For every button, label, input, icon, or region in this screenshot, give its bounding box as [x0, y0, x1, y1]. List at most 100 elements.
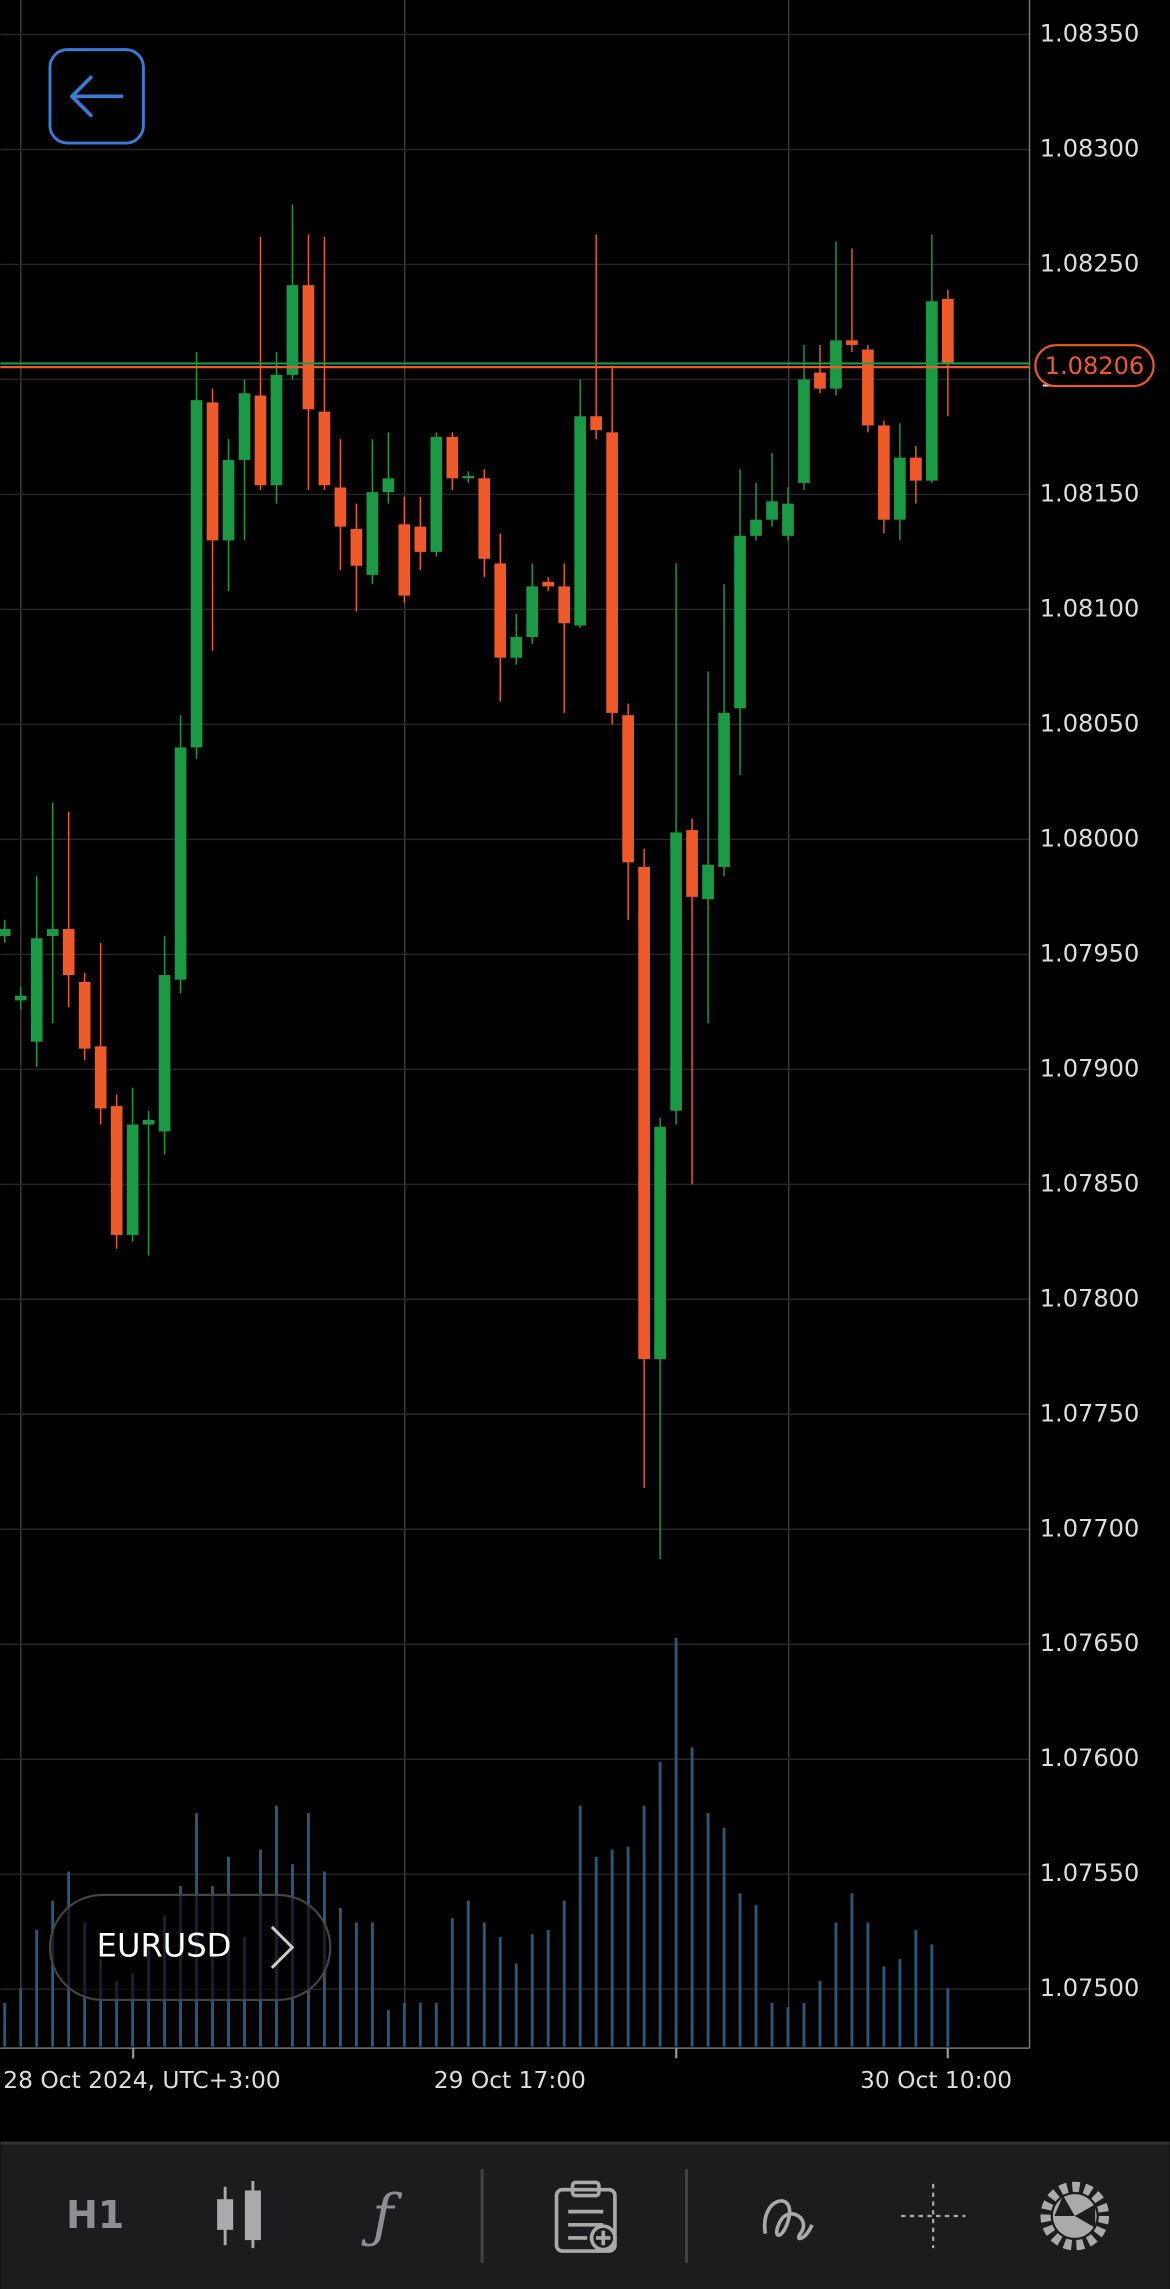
candle-body: [126, 1124, 139, 1235]
symbol-pill[interactable]: EURUSD: [48, 1893, 332, 2002]
candle-body: [286, 285, 299, 375]
back-button[interactable]: [48, 48, 145, 145]
candle-body: [142, 1119, 155, 1125]
icon-part[interactable]: [1054, 2195, 1096, 2228]
chevron[interactable]: [270, 1925, 295, 1969]
icon-part[interactable]: [595, 2230, 611, 2246]
candle-body: [718, 712, 730, 867]
candle-body: [254, 395, 267, 486]
candle-body: [558, 586, 571, 624]
candle-body: [542, 581, 555, 587]
symbol[interactable]: EURUSD: [97, 1926, 232, 1964]
toolbar-bg: [0, 2143, 1170, 2289]
price-tick-label: 1.07950: [1040, 939, 1140, 967]
icon-part[interactable]: [1040, 2181, 1110, 2251]
candle-body: [526, 586, 539, 637]
icon-part[interactable]: [554, 2187, 617, 2253]
back-arrow[interactable]: [70, 75, 124, 118]
grid: [0, 33, 1030, 1990]
candle-body: [430, 436, 443, 552]
candle-body: [766, 501, 778, 520]
price-axis: 1.083501.083001.082501.082001.081501.081…: [1040, 19, 1140, 2002]
settings-button[interactable]: [1040, 2181, 1110, 2251]
candle-body: [158, 975, 171, 1132]
candle-body: [238, 393, 251, 460]
price-tick-label: 1.07700: [1040, 1514, 1140, 1542]
candle-body: [702, 864, 714, 900]
price-tick-label: 1.07750: [1040, 1399, 1140, 1427]
candle-body: [94, 1046, 107, 1109]
candle-body: [894, 457, 906, 520]
back-button-frame[interactable]: [48, 48, 145, 145]
price-tick-label: 1.07650: [1040, 1629, 1140, 1657]
price-tick-label: 1.08250: [1040, 249, 1140, 277]
candle-body: [270, 374, 283, 486]
candle-body: [510, 636, 523, 658]
candle-body: [638, 866, 650, 1360]
candle-body: [62, 929, 75, 976]
candle-body: [814, 372, 826, 389]
chart-type-button[interactable]: [217, 2180, 261, 2249]
candle-body: [398, 524, 411, 596]
price-tick-label: 1.08150: [1040, 479, 1140, 507]
candle-body: [686, 830, 698, 897]
candle-body: [670, 832, 682, 1111]
icon-part[interactable]: [570, 2180, 601, 2198]
candle-body: [446, 436, 459, 479]
candle-body: [926, 301, 938, 481]
price-tick-label: 1.08100: [1040, 594, 1140, 622]
time-label: 28 Oct 2024, UTC+3:00: [3, 2066, 280, 2094]
price-tick-label: 1.07850: [1040, 1169, 1140, 1197]
candle-body: [750, 519, 762, 536]
candle-body: [382, 478, 395, 493]
price-tick-label: 1.08050: [1040, 709, 1140, 737]
time-label: 30 Oct 10:00: [860, 2066, 1012, 2094]
candle-body: [190, 400, 203, 748]
candle-body: [334, 487, 347, 527]
candle-body: [782, 503, 794, 536]
price-tick-label: 1.07600: [1040, 1744, 1140, 1772]
candle-body: [110, 1106, 123, 1235]
candle-body: [734, 535, 746, 709]
current-price: 1.08206: [0, 344, 1155, 388]
price-badge: [1034, 344, 1155, 388]
candle-body: [366, 492, 379, 575]
candle-body: [206, 402, 219, 541]
candle-body: [622, 715, 634, 863]
candle-body: [941, 298, 954, 364]
candle-body: [318, 411, 331, 486]
candle-body: [590, 416, 603, 431]
time-label: 29 Oct 17:00: [434, 2066, 586, 2094]
icon-part[interactable]: [217, 2199, 234, 2230]
drawing-button[interactable]: [762, 2199, 814, 2241]
crosshair-button[interactable]: [901, 2183, 966, 2249]
candle-body: [222, 459, 235, 541]
price-tick-label: 1.08300: [1040, 134, 1140, 162]
time-ticks: [132, 2048, 949, 2059]
candles: [0, 204, 954, 1560]
price-tick-label: 1.08000: [1040, 824, 1140, 852]
candle-body: [862, 349, 874, 426]
toolbar: H1 ƒ: [0, 2141, 1170, 2289]
icon-part[interactable]: [568, 2209, 604, 2240]
candle-body: [910, 457, 922, 481]
candle-body: [414, 526, 427, 552]
symbol-pill-frame[interactable]: [48, 1893, 332, 2002]
candle-body: [174, 747, 187, 980]
candle-body: [78, 981, 91, 1049]
orders-button[interactable]: [554, 2180, 617, 2253]
candle-body: [606, 432, 618, 713]
candle-body: [462, 476, 475, 479]
candle-body: [846, 340, 858, 345]
candle-body: [574, 416, 587, 626]
candle-body: [878, 425, 890, 520]
candle-body: [798, 379, 810, 483]
icon-part[interactable]: [244, 2190, 261, 2241]
candle-body: [0, 929, 11, 936]
price-tick-label: 1.08350: [1040, 19, 1140, 47]
timeframe-button[interactable]: H1: [66, 2193, 124, 2237]
candle-body: [46, 929, 59, 936]
price-badge-label: 1.08206: [1045, 352, 1145, 380]
